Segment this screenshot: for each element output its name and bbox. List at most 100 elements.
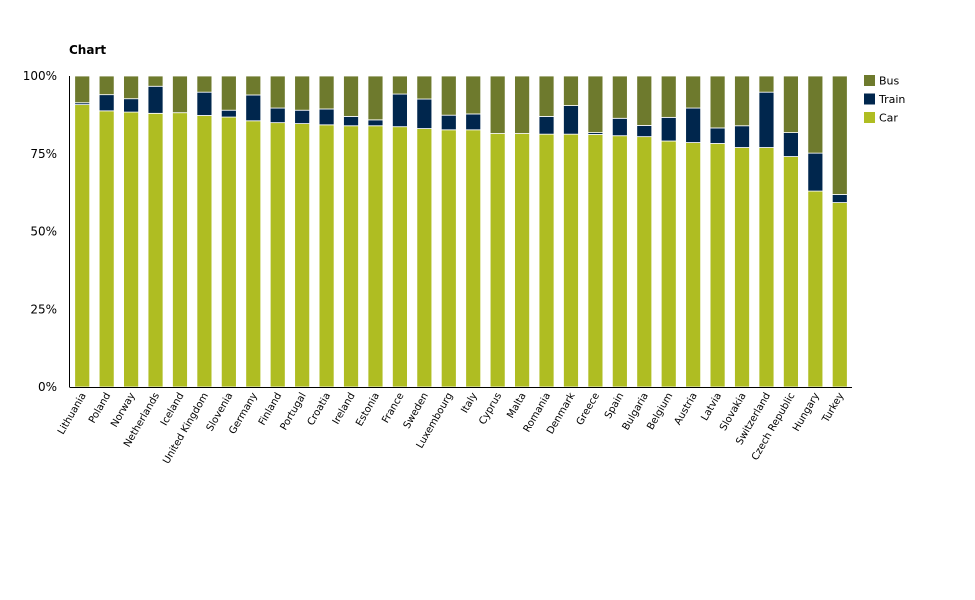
bar-bus-italy (465, 75, 482, 115)
x-tick-label: United Kingdom (161, 391, 211, 466)
x-axis: LithuaniaPolandNorwayNetherlandsIcelandU… (56, 387, 852, 466)
x-tick-label: Estonia (354, 391, 382, 428)
bar-bus-czech-republic (783, 75, 799, 134)
bar-car-turkey (831, 202, 848, 388)
x-tick-label: Malta (505, 391, 528, 420)
y-tick-label: 100% (23, 69, 57, 83)
bar-bus-switzerland (758, 75, 775, 93)
bar-car-slovakia (734, 147, 750, 388)
bar-car-norway (123, 111, 139, 388)
bar-bus-turkey (831, 75, 848, 195)
bar-bus-iceland (172, 75, 188, 114)
bar-car-italy (465, 129, 482, 388)
x-tick-label: Austria (673, 391, 700, 427)
bar-train-ireland (343, 116, 359, 127)
bar-car-cyprus (489, 133, 506, 388)
legend-label-bus: Bus (879, 75, 900, 88)
x-tick-label: Turkey (820, 391, 846, 426)
x-tick-label: Cyprus (477, 391, 504, 427)
bar-car-portugal (294, 123, 311, 388)
bar-car-belgium (660, 140, 677, 388)
bar-bus-slovakia (734, 75, 750, 127)
bar-car-ireland (343, 125, 359, 388)
bar-bus-ireland (343, 75, 359, 117)
bar-car-united-kingdom (196, 115, 213, 388)
bar-bus-netherlands (147, 75, 164, 87)
legend-swatch-car (864, 112, 875, 123)
x-tick-label: Spain (603, 391, 627, 421)
bar-car-latvia (709, 143, 726, 388)
bar-car-netherlands (147, 112, 164, 388)
bar-car-greece (587, 134, 604, 388)
bar-bus-portugal (294, 75, 311, 111)
x-tick-label: France (380, 391, 406, 425)
y-tick-label: 0% (38, 380, 57, 394)
x-tick-label: Lithuania (56, 391, 89, 437)
legend-swatch-bus (864, 75, 875, 86)
bar-car-france (392, 126, 408, 388)
legend-label-train: Train (878, 93, 905, 106)
bar-car-switzerland (758, 147, 775, 388)
x-tick-label: Italy (459, 391, 479, 415)
bar-train-belgium (660, 116, 677, 142)
legend-label-car: Car (879, 112, 898, 125)
bar-bus-france (392, 75, 408, 95)
bar-train-finland (269, 107, 286, 124)
bar-car-austria (685, 142, 702, 388)
bar-car-luxembourg (440, 129, 457, 388)
bar-car-slovenia (220, 116, 237, 388)
bar-train-bulgaria (636, 125, 653, 138)
bar-train-switzerland (758, 91, 775, 148)
bar-train-france (392, 93, 408, 128)
bar-train-latvia (709, 127, 726, 144)
bar-bus-malta (514, 75, 530, 134)
chart-title: Chart (69, 43, 107, 57)
bar-bus-croatia (318, 75, 335, 110)
bar-train-croatia (318, 108, 335, 126)
bar-car-romania (538, 133, 555, 388)
bar-bus-finland (269, 75, 286, 109)
y-axis: 0% 25% 50% 75% 100% (23, 69, 70, 394)
bar-train-spain (611, 117, 628, 137)
bar-train-hungary (807, 152, 824, 192)
bars-layer (74, 75, 848, 388)
bar-train-netherlands (147, 85, 164, 114)
bar-train-romania (538, 116, 555, 135)
bar-train-turkey (831, 194, 848, 203)
bar-train-sweden (416, 98, 433, 129)
bar-train-luxembourg (440, 114, 457, 131)
legend-swatch-train (864, 93, 875, 105)
bar-car-poland (98, 110, 115, 388)
bar-car-lithuania (74, 104, 91, 388)
bar-train-germany (245, 94, 262, 122)
bar-bus-germany (245, 75, 262, 96)
legend: Bus Train Car (864, 75, 905, 125)
bar-bus-poland (98, 75, 115, 96)
bar-car-germany (245, 120, 262, 388)
bar-car-estonia (367, 125, 384, 388)
bar-train-denmark (563, 105, 579, 135)
y-tick-label: 25% (30, 302, 57, 316)
bar-bus-norway (123, 75, 139, 100)
bar-bus-greece (587, 75, 604, 134)
y-tick-label: 75% (30, 147, 57, 161)
bar-bus-romania (538, 75, 555, 117)
bar-train-austria (685, 107, 702, 143)
bar-bus-united-kingdom (196, 75, 213, 93)
bar-train-italy (465, 113, 482, 131)
bar-bus-lithuania (74, 75, 91, 104)
bar-car-croatia (318, 124, 335, 388)
bar-car-sweden (416, 128, 433, 388)
bar-bus-luxembourg (440, 75, 457, 116)
bar-bus-bulgaria (636, 75, 653, 126)
bar-car-malta (514, 133, 530, 388)
x-tick-label: Ireland (331, 391, 358, 426)
bar-car-czech-republic (783, 156, 799, 388)
bar-train-norway (123, 98, 139, 113)
bar-bus-latvia (709, 75, 726, 129)
bar-train-czech-republic (783, 132, 799, 157)
bar-bus-spain (611, 75, 628, 119)
bar-car-spain (611, 135, 628, 388)
bar-train-estonia (367, 119, 384, 127)
